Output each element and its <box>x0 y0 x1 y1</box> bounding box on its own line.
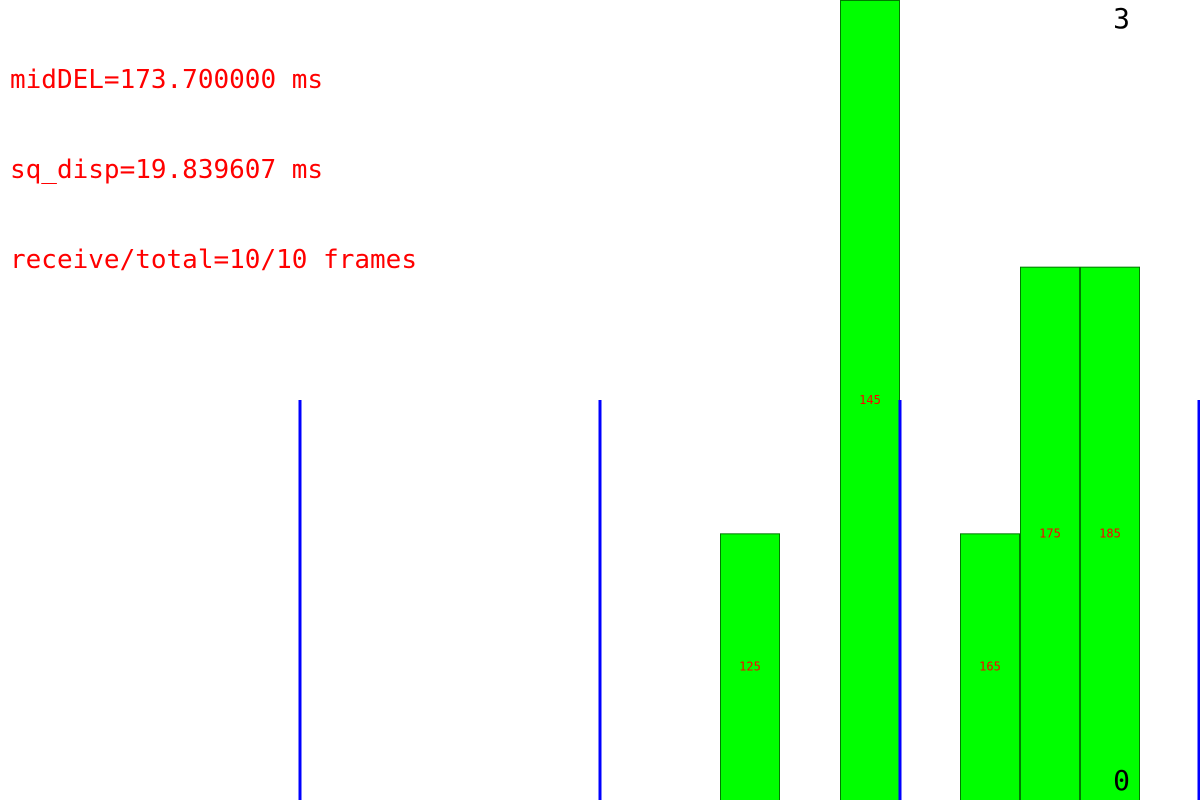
bar-125 <box>720 533 780 800</box>
bar-label-175: 175 <box>1039 526 1061 540</box>
bar-label-125: 125 <box>739 660 761 674</box>
bar-label-185: 185 <box>1099 526 1121 540</box>
stats-panel: midDEL=173.700000 ms sq_disp=19.839607 m… <box>10 5 417 305</box>
bar-145 <box>840 0 900 800</box>
y-axis-min-label: 0 <box>1113 764 1130 797</box>
square-dispersion-text: sq_disp=19.839607 ms <box>10 155 324 185</box>
mid-delay-text: midDEL=173.700000 ms <box>10 65 324 95</box>
bar-label-165: 165 <box>979 660 1001 674</box>
bar-label-145: 145 <box>859 393 881 407</box>
histogram-bars: 125 145 165 175 185 <box>720 0 1140 800</box>
frame-count-text: receive/total=10/10 frames <box>10 245 417 275</box>
bar-175 <box>1020 266 1080 800</box>
y-axis-max-label: 3 <box>1113 2 1130 35</box>
bar-165 <box>960 533 1020 800</box>
bar-185 <box>1080 266 1140 800</box>
